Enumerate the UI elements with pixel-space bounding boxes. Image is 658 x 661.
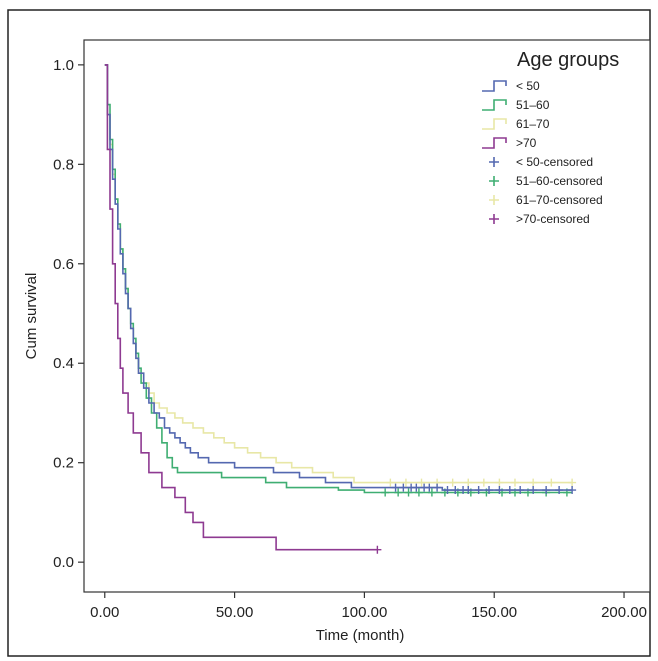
censor-mark	[394, 488, 403, 497]
censor-mark	[391, 483, 400, 492]
censor-mark	[568, 486, 577, 495]
censor-mark	[404, 488, 413, 497]
legend-label: < 50	[516, 79, 540, 93]
censor-mark	[510, 478, 519, 487]
censor-mark	[555, 486, 564, 495]
legend-label: < 50-censored	[516, 155, 593, 169]
censor-mark	[529, 486, 538, 495]
legend-swatch	[482, 118, 507, 130]
legend-swatch	[489, 157, 499, 167]
y-axis-label: Cum survival	[23, 273, 40, 360]
censor-mark	[485, 486, 494, 495]
legend-label: 51–60-censored	[516, 174, 603, 188]
censor-mark	[448, 478, 457, 487]
censor-mark	[529, 478, 538, 487]
censor-mark	[495, 486, 504, 495]
censor-mark	[479, 478, 488, 487]
series-line	[104, 64, 378, 551]
legend-entries: < 50 51–60 61–70 >70 < 50-censored 51–60-cens…	[482, 79, 603, 226]
legend: Age groups < 50 51–60 61–70 >70 < 50-censore…	[482, 49, 619, 226]
x-tick-label: 50.00	[216, 604, 254, 621]
censor-mark	[373, 545, 382, 554]
legend-swatch	[489, 176, 499, 186]
censor-mark	[542, 486, 551, 495]
legend-label: 51–60	[516, 98, 550, 112]
censor-mark	[386, 478, 395, 487]
censor-mark	[381, 488, 390, 497]
y-tick-label: 0.6	[53, 256, 74, 273]
legend-swatch	[482, 80, 507, 92]
x-axis-label: Time (month)	[316, 627, 405, 644]
x-tick-label: 150.00	[471, 604, 517, 621]
y-tick-label: 0.0	[53, 554, 74, 571]
plot-area	[83, 39, 651, 593]
legend-swatch	[489, 214, 499, 224]
legend-label: 61–70-censored	[516, 193, 603, 207]
censor-mark	[547, 478, 556, 487]
censor-mark	[412, 483, 421, 492]
x-tick-label: 200.00	[601, 604, 647, 621]
censor-mark	[464, 486, 473, 495]
y-tick-label: 0.4	[53, 355, 74, 372]
series-line	[104, 64, 573, 491]
y-axis-ticks: 0.0 0.2 0.4 0.6 0.8 1.0	[53, 57, 84, 571]
censor-mark	[433, 483, 442, 492]
censor-mark	[568, 478, 577, 487]
series-layer	[104, 64, 577, 554]
legend-swatch	[482, 99, 507, 111]
y-tick-label: 0.8	[53, 156, 74, 173]
censor-mark	[505, 486, 514, 495]
censor-mark	[474, 486, 483, 495]
legend-swatch	[489, 195, 499, 205]
x-tick-label: 100.00	[341, 604, 387, 621]
legend-label: >70	[516, 136, 537, 150]
y-tick-label: 0.2	[53, 455, 74, 472]
censor-mark	[495, 478, 504, 487]
y-tick-label: 1.0	[53, 57, 74, 74]
censor-mark	[417, 478, 426, 487]
censor-mark	[399, 483, 408, 492]
censor-mark	[516, 486, 525, 495]
legend-label: >70-censored	[516, 212, 590, 226]
x-tick-label: 0.00	[90, 604, 119, 621]
censor-mark	[464, 478, 473, 487]
legend-swatch	[482, 137, 507, 149]
censor-mark	[451, 486, 460, 495]
censor-mark	[425, 483, 434, 492]
x-axis-ticks: 0.00 50.00 100.00 150.00 200.00	[90, 592, 647, 621]
censor-mark	[401, 478, 410, 487]
censor-mark	[414, 488, 423, 497]
legend-title: Age groups	[517, 49, 619, 71]
legend-label: 61–70	[516, 117, 550, 131]
censor-mark	[427, 488, 436, 497]
censor-mark	[443, 486, 452, 495]
